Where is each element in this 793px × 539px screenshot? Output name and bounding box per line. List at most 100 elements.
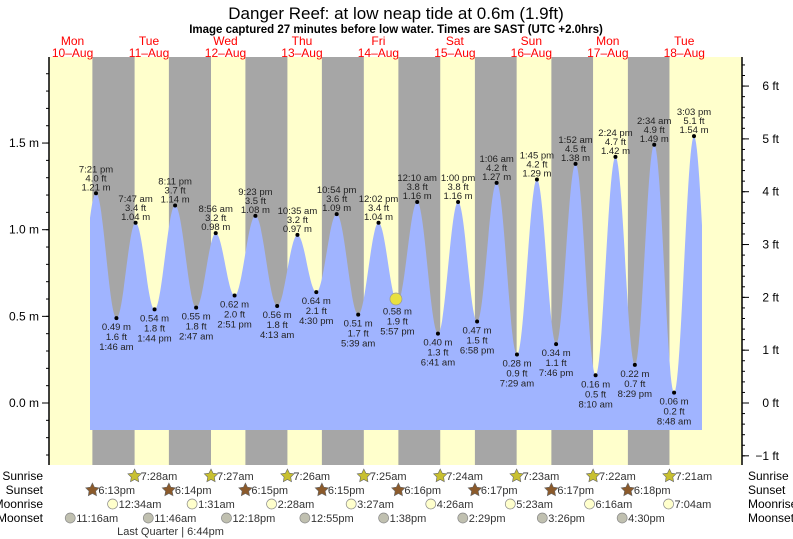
svg-text:1.8 ft: 1.8 ft (186, 322, 207, 333)
high-tide-label: 1:00 pm3.8 ft1.16 m (441, 173, 475, 202)
svg-text:1.8 ft: 1.8 ft (144, 323, 165, 334)
svg-text:12:02 pm: 12:02 pm (359, 194, 399, 205)
day-of-week-label: Tue (139, 34, 160, 48)
low-tide-label: 0.16 m0.5 ft8:10 am (578, 379, 612, 410)
high-tide-point (173, 203, 178, 208)
moonrise-time: 12:34am (119, 499, 162, 511)
svg-text:1.04 m: 1.04 m (364, 212, 393, 223)
sunset-icon (544, 482, 559, 497)
low-tide-point (593, 373, 598, 378)
svg-text:1.09 m: 1.09 m (322, 203, 351, 214)
svg-text:10:54 pm: 10:54 pm (317, 185, 357, 196)
moonset-time: 2:29pm (469, 513, 506, 525)
svg-text:2:47 am: 2:47 am (179, 332, 213, 343)
moonrise-icon (663, 498, 674, 510)
svg-text:1.9 ft: 1.9 ft (387, 316, 408, 327)
svg-text:7:46 pm: 7:46 pm (539, 368, 573, 379)
high-tide-label: 1:45 pm4.2 ft1.29 m (520, 150, 554, 179)
svg-text:0.7 ft: 0.7 ft (624, 379, 645, 390)
day-of-week-label: Thu (292, 34, 313, 48)
low-tide-label: 0.49 m1.6 ft1:46 am (99, 322, 133, 353)
svg-text:1.27 m: 1.27 m (482, 172, 511, 183)
sunrise-icon (356, 468, 372, 483)
high-tide-point (376, 220, 381, 225)
svg-text:0.06 m: 0.06 m (660, 397, 689, 408)
svg-text:1.04 m: 1.04 m (121, 212, 150, 223)
sunrise-time: 7:24am (446, 471, 483, 483)
day-of-week-label: Mon (61, 34, 84, 48)
sunrise-icon (662, 468, 677, 483)
svg-text:1.08 m: 1.08 m (241, 205, 270, 216)
date-label: 12–Aug (205, 46, 246, 60)
high-tide-point (456, 199, 461, 204)
svg-text:1.49 m: 1.49 m (640, 134, 669, 145)
svg-text:10:35 am: 10:35 am (278, 206, 318, 217)
moonrise-time: 3:27am (357, 499, 394, 511)
sunrise-icon (432, 468, 448, 483)
moonrise-icon (186, 498, 198, 510)
svg-text:0.97 m: 0.97 m (283, 224, 312, 235)
svg-text:7:47 am: 7:47 am (118, 194, 152, 205)
right-tick-label: −1 ft (755, 449, 779, 463)
svg-text:1.14 m: 1.14 m (161, 194, 190, 205)
high-tide-label: 7:21 pm4.0 ft1.21 m (79, 164, 113, 193)
high-tide-label: 3:03 pm5.1 ft1.54 m (677, 107, 711, 136)
moonset-icon (616, 512, 628, 524)
high-tide-label: 9:23 pm3.5 ft1.08 m (238, 187, 272, 216)
moonrise-icon (266, 498, 277, 510)
svg-text:3:03 pm: 3:03 pm (677, 107, 711, 118)
low-tide-point (435, 331, 440, 336)
moonset-time: 3:26pm (548, 513, 585, 525)
date-label: 18–Aug (664, 46, 705, 60)
svg-text:3.7 ft: 3.7 ft (165, 185, 186, 196)
svg-text:1:00 pm: 1:00 pm (441, 173, 475, 184)
svg-text:1.5 ft: 1.5 ft (467, 336, 488, 347)
moonset-icon (457, 512, 469, 524)
day-of-week-label: Mon (596, 34, 619, 48)
date-label: 17–Aug (587, 46, 628, 60)
svg-text:0.5 ft: 0.5 ft (585, 389, 606, 400)
svg-text:1.21 m: 1.21 m (81, 182, 110, 193)
svg-text:5:57 pm: 5:57 pm (380, 326, 414, 337)
svg-text:1:45 pm: 1:45 pm (520, 150, 554, 161)
svg-text:0.56 m: 0.56 m (263, 310, 292, 321)
left-tick-label: 1.5 m (9, 136, 39, 150)
svg-text:4.9 ft: 4.9 ft (644, 125, 665, 136)
high-tide-label: 8:11 pm3.7 ft1.14 m (158, 176, 192, 205)
svg-text:8:11 pm: 8:11 pm (158, 176, 192, 187)
day-labels: Mon10–AugTue11–AugWed12–AugThu13–AugFri1… (52, 34, 705, 60)
svg-text:0.58 m: 0.58 m (383, 306, 412, 317)
svg-text:0.34 m: 0.34 m (542, 348, 571, 359)
high-tide-point (613, 154, 618, 159)
moonrise-row-label: Moonrise (0, 497, 43, 511)
svg-text:1:06 am: 1:06 am (479, 154, 513, 165)
date-label: 15–Aug (434, 46, 475, 60)
svg-text:5.1 ft: 5.1 ft (683, 116, 704, 127)
sunset-icon (391, 482, 406, 497)
moonset-time: 4:30pm (628, 513, 665, 525)
svg-text:1.54 m: 1.54 m (679, 125, 708, 136)
sunrise-time: 7:26am (293, 471, 330, 483)
low-tide-label: 0.55 m1.8 ft2:47 am (179, 312, 213, 343)
svg-text:9:23 pm: 9:23 pm (238, 187, 272, 198)
moonrise-icon (345, 498, 357, 510)
moonrise-icon (504, 498, 516, 510)
svg-text:4.2 ft: 4.2 ft (526, 159, 547, 170)
svg-text:0.28 m: 0.28 m (502, 358, 531, 369)
svg-text:1.8 ft: 1.8 ft (267, 320, 288, 331)
sunrise-time: 7:28am (141, 471, 178, 483)
sunset-icon (161, 482, 177, 497)
sunset-time: 6:14pm (175, 485, 212, 497)
svg-text:0.51 m: 0.51 m (344, 319, 373, 330)
svg-text:4.7 ft: 4.7 ft (605, 137, 626, 148)
low-tide-label: 0.47 m1.5 ft6:58 pm (460, 326, 494, 357)
high-tide-point (93, 191, 98, 196)
date-label: 14–Aug (358, 46, 399, 60)
svg-text:1:46 am: 1:46 am (99, 342, 133, 353)
left-tick-label: 0.5 m (9, 309, 39, 323)
day-of-week-label: Fri (371, 34, 385, 48)
sunrise-icon (127, 468, 142, 483)
moonset-icon (142, 512, 154, 524)
moonset-icon (378, 512, 389, 524)
